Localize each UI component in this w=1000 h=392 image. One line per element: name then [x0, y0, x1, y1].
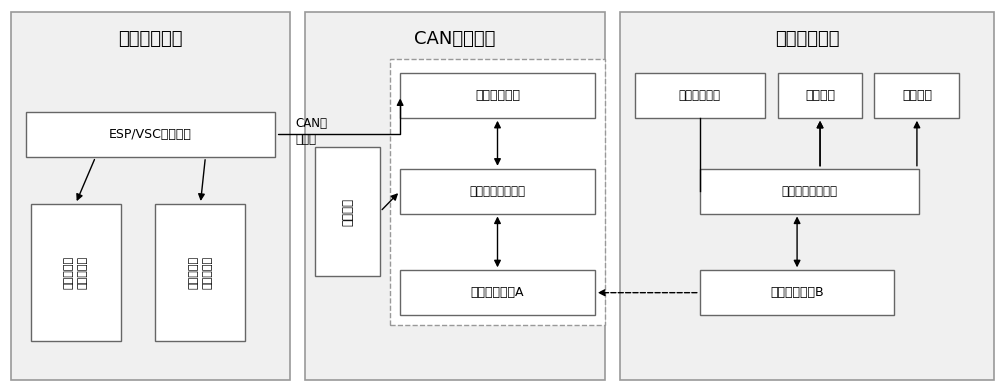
Text: 显示模块: 显示模块	[805, 89, 835, 102]
Bar	[26, 112, 275, 157]
Bar	[11, 13, 290, 379]
Bar	[155, 204, 245, 341]
Bar	[31, 204, 121, 341]
Text: ESP/VSC控制模块: ESP/VSC控制模块	[109, 128, 192, 141]
Bar	[635, 73, 765, 118]
Bar	[400, 169, 595, 214]
Bar	[400, 73, 595, 118]
Bar	[620, 13, 994, 379]
Text: 偏离纠正单元: 偏离纠正单元	[118, 30, 183, 48]
Bar	[700, 270, 894, 315]
Text: 总线控制模块: 总线控制模块	[475, 89, 520, 102]
Text: CAN通信单元: CAN通信单元	[414, 30, 496, 48]
Bar	[315, 147, 380, 276]
Bar	[400, 270, 595, 315]
Bar	[700, 169, 919, 214]
Text: 图像收集模块: 图像收集模块	[679, 89, 721, 102]
Text: 报警模块: 报警模块	[902, 89, 932, 102]
Text: 电源模块: 电源模块	[341, 198, 354, 226]
Text: 蓝牙通信模块A: 蓝牙通信模块A	[471, 286, 524, 299]
Text: 智能手机处理模块: 智能手机处理模块	[782, 185, 838, 198]
Text: 右后轮制动
压力电磁阀: 右后轮制动 压力电磁阀	[64, 256, 87, 289]
Text: CAN总
线接口: CAN总 线接口	[295, 117, 327, 146]
Bar	[874, 73, 959, 118]
Bar	[305, 13, 605, 379]
Bar	[778, 73, 862, 118]
Text: 车载信息处理模块: 车载信息处理模块	[470, 185, 526, 198]
Text: 蓝牙通信模块B: 蓝牙通信模块B	[770, 286, 824, 299]
Bar	[390, 59, 605, 325]
Text: 左后轮制动
压力电磁阀: 左后轮制动 压力电磁阀	[189, 256, 212, 289]
Text: 智能手机单元: 智能手机单元	[775, 30, 839, 48]
